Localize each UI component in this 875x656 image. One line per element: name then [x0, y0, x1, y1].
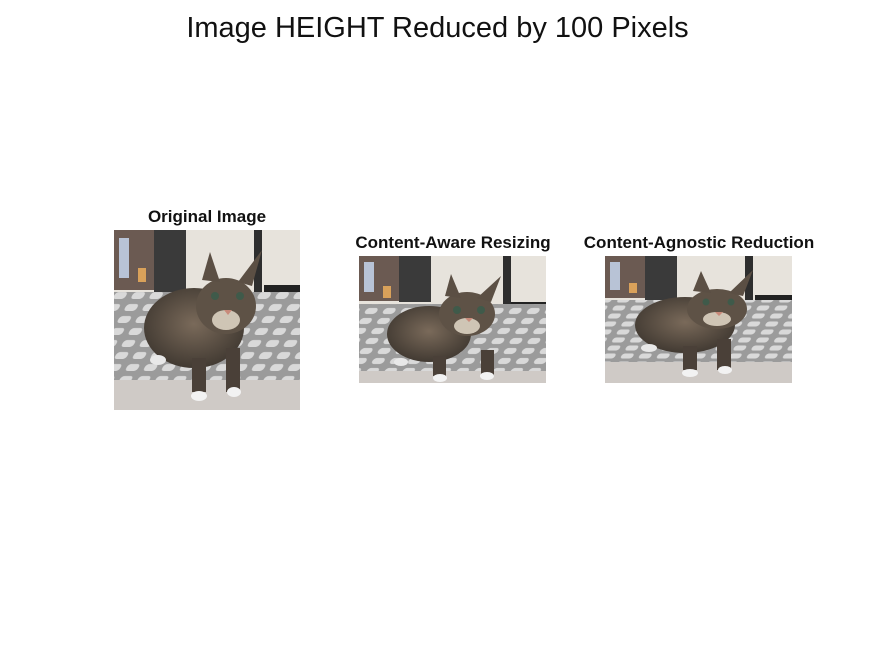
cat-image-content-aware — [359, 256, 546, 383]
panel-title-content-aware: Content-Aware Resizing — [355, 233, 551, 252]
cat-image-content-agnostic — [605, 256, 792, 383]
panel-title-content-agnostic: Content-Agnostic Reduction — [583, 233, 815, 252]
cat-photo-original — [114, 230, 300, 410]
cat-photo-content-aware — [359, 256, 546, 383]
cat-image-original — [114, 230, 300, 410]
panel-title-original: Original Image — [147, 207, 267, 226]
cat-photo-content-agnostic — [605, 256, 792, 383]
figure-title: Image HEIGHT Reduced by 100 Pixels — [186, 12, 689, 44]
